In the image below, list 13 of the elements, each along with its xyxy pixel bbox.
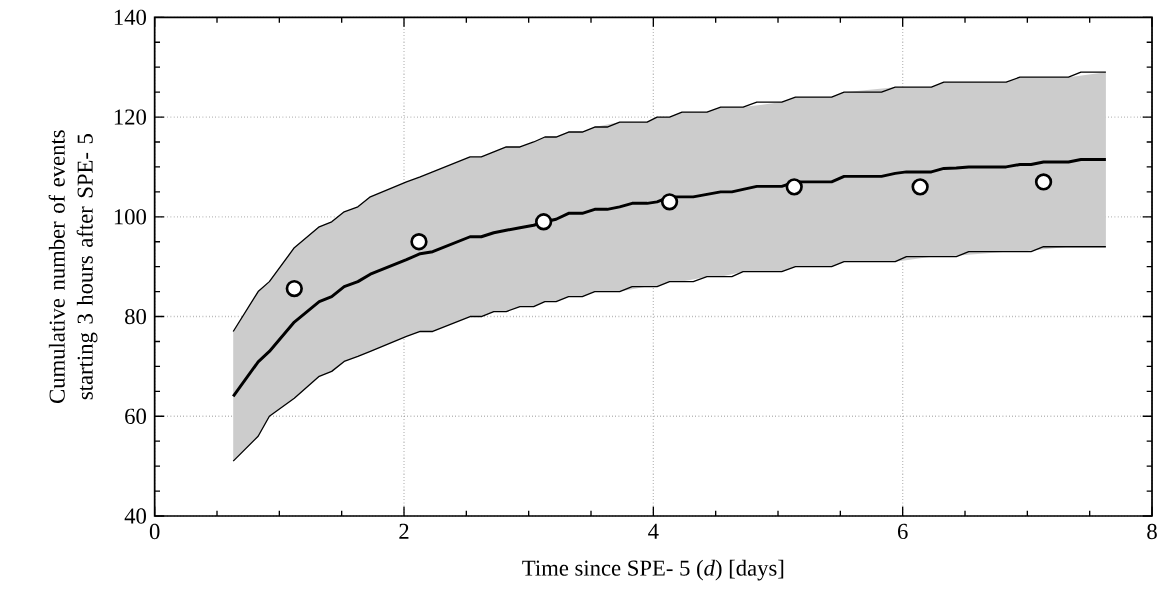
- y-axis-title: Cumulative number of events starting 3 hours after SPE- 5: [48, 130, 98, 403]
- y-tick-label: 80: [125, 308, 146, 325]
- x-tick-label: 4: [648, 523, 659, 539]
- y-tick-label: 100: [114, 209, 146, 225]
- y-tick-label: 140: [114, 9, 146, 25]
- x-tick-label: 6: [897, 523, 908, 540]
- y-tick-label: 60: [125, 408, 146, 424]
- x-axis-title: Time since SPE- 5 (d) [days]: [522, 559, 784, 581]
- y-tick-label: 40: [124, 508, 146, 524]
- x-tick-label: 2: [399, 523, 409, 539]
- y-tick-label: 120: [114, 109, 146, 125]
- x-tick-label: 0: [149, 523, 160, 540]
- x-tick-label: 8: [1147, 523, 1157, 540]
